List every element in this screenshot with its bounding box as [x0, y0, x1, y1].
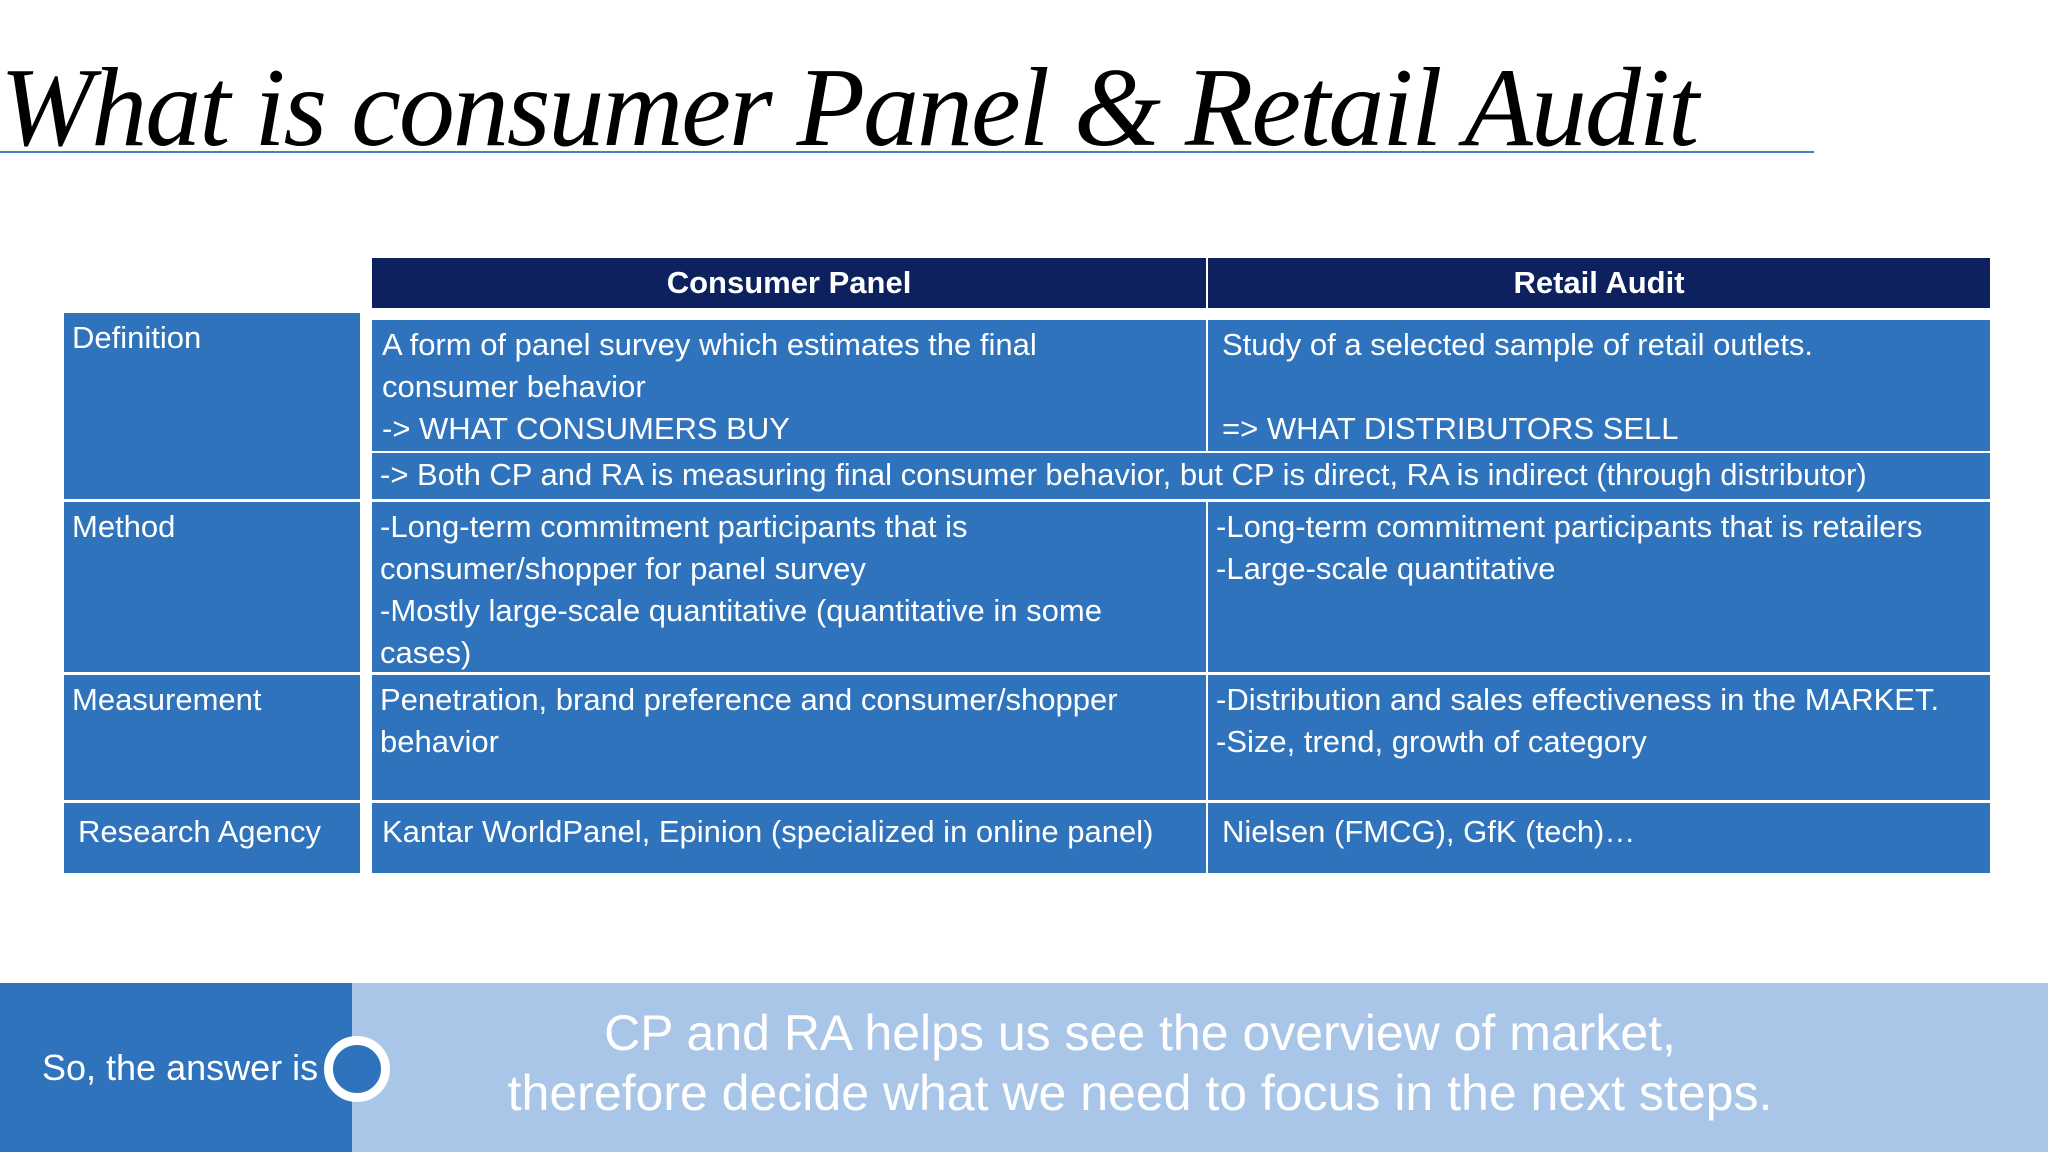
slide-title: What is consumer Panel & Retail Audit [0, 46, 1699, 170]
conclusion-panel: CP and RA helps us see the overview of m… [352, 983, 2048, 1152]
answer-panel: So, the answer is [0, 983, 352, 1152]
header-retail-audit: Retail Audit [1208, 258, 1990, 308]
agency-consumer-panel: Kantar WorldPanel, Epinion (specialized … [372, 803, 1206, 873]
conclusion-message: CP and RA helps us see the overview of m… [507, 1005, 1773, 1121]
row-label-method: Method [64, 502, 360, 672]
measurement-consumer-panel: Penetration, brand preference and consum… [372, 675, 1206, 800]
measurement-retail-audit: -Distribution and sales effectiveness in… [1208, 675, 1990, 800]
definition-consumer-panel: A form of panel survey which estimates t… [372, 320, 1206, 451]
method-consumer-panel: -Long-term commitment participants that … [372, 502, 1206, 672]
definition-note: -> Both CP and RA is measuring final con… [372, 453, 1990, 499]
agency-retail-audit: Nielsen (FMCG), GfK (tech)… [1208, 803, 1990, 873]
answer-label: So, the answer is [42, 1047, 319, 1088]
row-label-definition: Definition [64, 313, 360, 499]
title-underline [0, 151, 1814, 153]
row-label-research-agency: Research Agency [64, 803, 360, 873]
header-consumer-panel: Consumer Panel [372, 258, 1206, 308]
method-retail-audit: -Long-term commitment participants that … [1208, 502, 1990, 672]
ring-icon [324, 1036, 390, 1102]
definition-retail-audit: Study of a selected sample of retail out… [1208, 320, 1990, 451]
row-label-measurement: Measurement [64, 675, 360, 800]
